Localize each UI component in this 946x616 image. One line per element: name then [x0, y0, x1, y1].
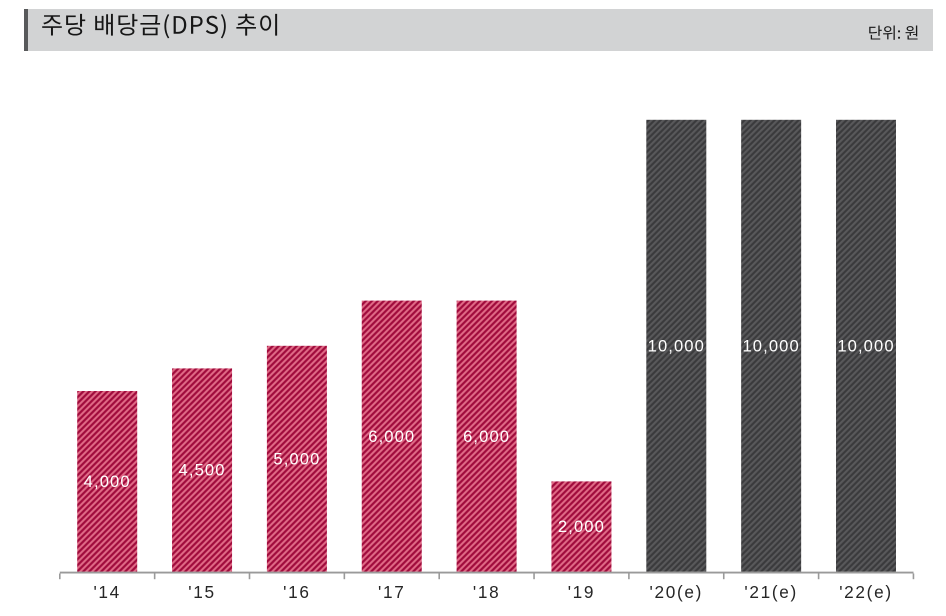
svg-text:10,000: 10,000	[742, 336, 799, 355]
svg-text:10,000: 10,000	[648, 336, 705, 355]
svg-text:'16: '16	[283, 582, 311, 602]
svg-text:6,000: 6,000	[463, 427, 510, 446]
svg-text:4,000: 4,000	[84, 472, 131, 491]
svg-text:'14: '14	[93, 582, 121, 602]
svg-text:2,000: 2,000	[558, 517, 605, 536]
svg-text:'22(e): '22(e)	[839, 582, 893, 602]
svg-text:4,500: 4,500	[179, 461, 226, 480]
svg-text:'21(e): '21(e)	[744, 582, 798, 602]
svg-text:'20(e): '20(e)	[649, 582, 703, 602]
svg-text:'18: '18	[473, 582, 501, 602]
svg-text:10,000: 10,000	[837, 336, 894, 355]
svg-text:5,000: 5,000	[273, 449, 320, 468]
svg-text:'17: '17	[378, 582, 406, 602]
svg-text:6,000: 6,000	[368, 427, 415, 446]
svg-text:'19: '19	[568, 582, 596, 602]
svg-text:'15: '15	[188, 582, 216, 602]
